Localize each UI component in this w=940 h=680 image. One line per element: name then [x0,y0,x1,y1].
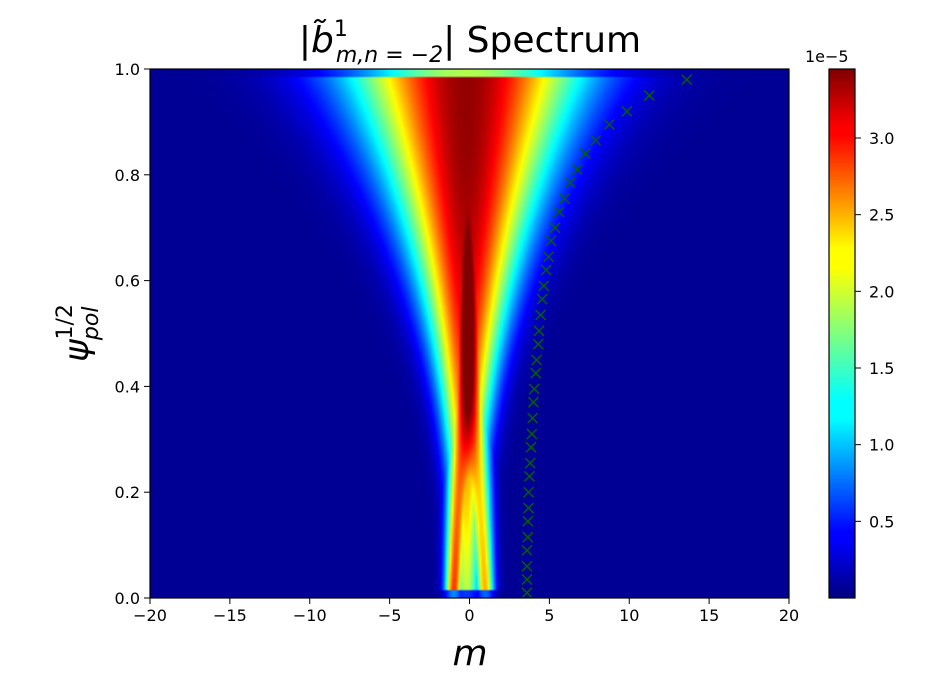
data-point-marker [523,470,535,482]
data-point-marker [533,325,545,337]
data-point-marker [543,251,555,263]
colorbar-gradient [828,68,856,599]
chart-title: |b̃1 m,n = −2| Spectrum [299,17,641,68]
x-axis: −20 −15 −10 −5 0 5 10 15 20 [133,598,799,625]
colorbar-ticks: 0.5 1.0 1.5 2.0 2.5 3.0 [855,129,894,531]
colorbar-tick-label: 0.5 [869,512,894,531]
data-point-marker [532,338,544,350]
y-tick-label: 0.2 [115,483,140,502]
y-axis-label: ψ1/2pol [53,304,104,362]
y-axis: 0.0 0.2 0.4 0.6 0.8 1.0 [115,60,150,608]
colorbar-tick-label: 1.0 [869,436,894,455]
data-point-marker [521,573,533,585]
data-point-marker [527,412,539,424]
x-tick-label: 5 [544,606,554,625]
data-point-marker [559,193,571,205]
colorbar-tick-label: 1.5 [869,359,894,378]
heatmap [150,69,789,598]
x-tick-label: −10 [293,606,327,625]
colorbar-offset-label: 1e−5 [805,47,849,66]
data-point-marker [603,119,615,131]
y-tick-label: 0.0 [115,589,140,608]
data-point-marker [523,486,535,498]
data-point-marker [521,587,533,598]
data-point-marker [535,309,547,321]
marker-series [521,74,693,598]
x-tick-label: 20 [779,606,799,625]
data-point-marker [522,515,534,527]
data-point-marker [527,396,539,408]
data-point-marker [525,441,537,453]
data-point-marker [579,148,591,160]
data-point-marker [538,280,550,292]
colorbar-tick-label: 2.5 [869,206,894,225]
heatmap-image [150,69,789,598]
data-point-marker [621,105,633,117]
data-point-marker [521,560,533,572]
data-point-marker [528,383,540,395]
x-tick-label: 10 [619,606,639,625]
data-point-marker [553,206,565,218]
y-tick-label: 0.4 [115,377,140,396]
data-point-marker [536,293,548,305]
y-tick-label: 0.8 [115,166,140,185]
data-point-marker [681,74,693,86]
data-point-marker [564,177,576,189]
x-axis-label: m [452,633,487,674]
data-point-marker [549,222,561,234]
x-tick-label: 15 [699,606,719,625]
data-point-marker [524,457,536,469]
y-tick-label: 1.0 [115,60,140,79]
data-point-marker [545,235,557,247]
data-point-marker [571,164,583,176]
x-tick-label: −15 [213,606,247,625]
y-tick-label: 0.6 [115,272,140,291]
data-point-marker [643,89,655,101]
x-tick-label: −20 [133,606,167,625]
data-point-marker [531,354,543,366]
colorbar-tick-label: 2.0 [869,282,894,301]
data-point-marker [521,544,533,556]
x-tick-label: −5 [378,606,402,625]
data-point-marker [590,134,602,146]
colorbar: 0.5 1.0 1.5 2.0 2.5 3.0 1e−5 [805,47,894,599]
colorbar-tick-label: 3.0 [869,129,894,148]
data-point-marker [540,264,552,276]
data-point-marker [523,502,535,514]
data-point-marker [530,367,542,379]
data-point-marker [522,531,534,543]
data-point-marker [526,428,538,440]
x-tick-label: 0 [464,606,474,625]
